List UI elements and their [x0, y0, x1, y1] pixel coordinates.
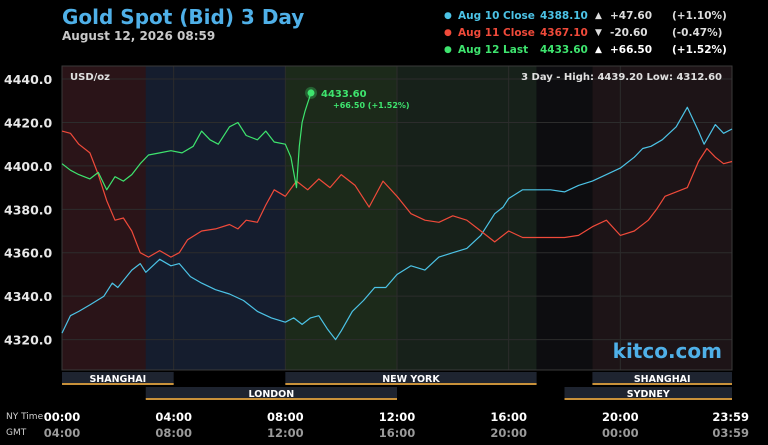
- last-point-dot: [307, 89, 315, 97]
- x-tick-ny: 12:00: [379, 410, 416, 424]
- range-label: 3 Day - High: 4439.20 Low: 4312.60: [521, 72, 722, 83]
- x-tick-ny: 04:00: [155, 410, 192, 424]
- brand-logo: kitco.com: [613, 339, 722, 363]
- session-top-label: NEW YORK: [382, 374, 440, 385]
- legend-value: 4433.60: [540, 44, 588, 56]
- x-tick-gmt: 12:00: [267, 426, 304, 440]
- unit-label: USD/oz: [70, 72, 110, 83]
- x-tick-ny: 00:00: [44, 410, 81, 424]
- x-tick-gmt: 20:00: [490, 426, 527, 440]
- down-arrow-icon: ▼: [595, 28, 602, 38]
- last-marker: 4433.60+66.50 (+1.52%): [305, 86, 410, 110]
- chart-title: Gold Spot (Bid) 3 Day: [62, 5, 305, 29]
- session-band: [397, 66, 537, 370]
- legend-name: Aug 10 Close: [458, 10, 535, 22]
- session-bottom-label: LONDON: [249, 389, 295, 400]
- x-tick-ny: 23:59: [712, 410, 749, 424]
- session-top-box: [592, 372, 732, 384]
- session-top-label: SHANGHAI: [634, 374, 691, 385]
- session-top-box: [285, 372, 537, 384]
- legend-dot-icon: ●: [444, 45, 452, 55]
- session-bottom-box: [564, 387, 732, 399]
- x-tick-gmt: 04:00: [44, 426, 81, 440]
- x-axis: 00:00 04:00 04:00 08:00 08:00 12:00 12:00 16:00…: [44, 410, 749, 440]
- legend-percent: (-0.47%): [672, 27, 723, 39]
- y-tick-label: 4420.0: [4, 115, 53, 130]
- y-tick-label: 4360.0: [4, 246, 53, 261]
- legend-name: Aug 11 Close: [458, 27, 535, 39]
- x-tick-gmt: 08:00: [155, 426, 192, 440]
- y-tick-label: 4400.0: [4, 159, 53, 174]
- y-tick-label: 4340.0: [4, 289, 53, 304]
- session-band: [592, 66, 732, 370]
- x-tick-ny: 20:00: [602, 410, 639, 424]
- legend-value: 4367.10: [540, 27, 588, 39]
- x-tick-gmt: 16:00: [379, 426, 416, 440]
- chart-date: August 12, 2026 08:59: [62, 29, 216, 43]
- grid-lines: [61, 66, 733, 370]
- session-bands: [62, 66, 732, 370]
- series-line-1: [61, 130, 733, 258]
- legend-change: +47.60: [610, 10, 653, 22]
- session-band: [536, 66, 593, 370]
- x-tick-gmt: 00:00: [602, 426, 639, 440]
- y-tick-label: 4440.0: [4, 72, 53, 87]
- session-top-box: [62, 372, 174, 384]
- legend-change: -20.60: [610, 27, 648, 39]
- legend-dot-icon: ●: [444, 11, 452, 21]
- legend-percent: (+1.52%): [672, 44, 727, 56]
- legend-name: Aug 12 Last: [458, 44, 529, 56]
- up-arrow-icon: ▲: [595, 45, 602, 55]
- x-tick-ny: 08:00: [267, 410, 304, 424]
- tz-label-gmt: GMT: [6, 428, 27, 438]
- session-top-label: SHANGHAI: [89, 374, 146, 385]
- y-axis: 4440.0 4420.0 4400.0 4380.0 4360.0 4340.0 4320…: [4, 72, 53, 348]
- last-change-label: +66.50 (+1.52%): [333, 101, 410, 110]
- series-lines: [61, 92, 733, 341]
- legend-change: +66.50: [610, 44, 653, 56]
- last-price-label: 4433.60: [321, 89, 367, 100]
- session-labels: SHANGHAI NEW YORK SHANGHAI LONDON SYDNEY: [62, 372, 732, 400]
- series-line-2: [61, 92, 312, 191]
- tz-label-ny: NY Time: [6, 412, 44, 422]
- session-bottom-box: [145, 387, 397, 399]
- session-band: [145, 66, 286, 370]
- legend-percent: (+1.10%): [672, 10, 727, 22]
- y-tick-label: 4320.0: [4, 333, 53, 348]
- x-tick-ny: 16:00: [490, 410, 527, 424]
- plot-frame: [61, 65, 733, 371]
- series-line-0: [61, 106, 733, 341]
- up-arrow-icon: ▲: [595, 11, 602, 21]
- session-bottom-label: SYDNEY: [627, 389, 670, 400]
- x-tick-gmt: 03:59: [712, 426, 749, 440]
- y-tick-label: 4380.0: [4, 202, 53, 217]
- legend-value: 4388.10: [540, 10, 588, 22]
- legend-dot-icon: ●: [444, 28, 452, 38]
